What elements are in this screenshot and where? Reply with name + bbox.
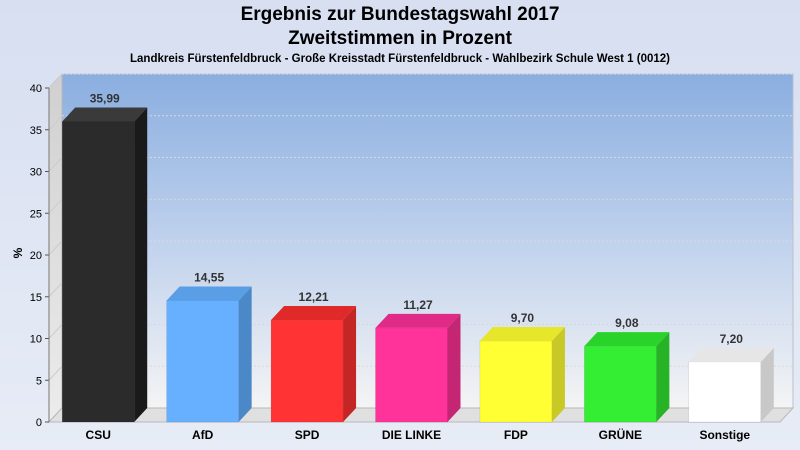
x-tick-label: AfD	[192, 428, 214, 442]
gridline-side	[48, 324, 63, 339]
y-tick-label: 25	[30, 208, 42, 220]
bar-top	[584, 332, 670, 347]
gridline-side	[48, 115, 63, 131]
bar-front	[375, 327, 448, 423]
bar-side	[447, 313, 461, 422]
bar-value-label: 9,08	[615, 316, 639, 330]
chart-subtitle: Landkreis Fürstenfeldbruck - Große Kreis…	[130, 53, 670, 65]
bar-front	[166, 300, 239, 423]
y-tick-label: 5	[36, 375, 42, 387]
bar-value-label: 9,70	[511, 311, 535, 325]
bar-value-label: 12,21	[299, 290, 329, 304]
bar	[375, 313, 461, 423]
bar-side	[656, 332, 670, 422]
gridline-side	[48, 282, 63, 298]
y-tick-label: 35	[30, 125, 42, 137]
bar-front	[584, 345, 657, 423]
bar-side	[343, 306, 357, 422]
x-tick-label: FDP	[504, 428, 528, 442]
x-tick-label: CSU	[86, 428, 111, 442]
bar-top	[271, 306, 357, 321]
y-tick-label: 20	[30, 250, 42, 262]
bar-side	[760, 347, 774, 422]
y-tick-label: 10	[30, 334, 42, 346]
bar-top	[375, 313, 461, 328]
bar-front	[688, 361, 762, 423]
bar-front	[270, 319, 344, 423]
bar-value-label: 35,99	[90, 91, 120, 105]
bar	[584, 332, 670, 423]
chart-title-line1: Ergebnis zur Bundestagswahl 2017	[240, 4, 560, 25]
y-tick-label: 15	[30, 292, 42, 304]
gridline-side	[48, 157, 63, 172]
x-tick-label: Sonstige	[699, 428, 750, 442]
y-tick-label: 30	[30, 167, 42, 179]
gridline-side	[48, 365, 63, 381]
bar-top	[166, 286, 252, 301]
x-tick-label: DIE LINKE	[382, 428, 441, 442]
bar	[688, 347, 774, 423]
y-tick-label: 0	[36, 417, 42, 429]
bar-side	[551, 327, 565, 422]
bar-front	[479, 340, 553, 423]
bar-top	[62, 107, 148, 122]
bar-value-label: 14,55	[194, 271, 224, 285]
bar-front	[61, 121, 135, 423]
bar	[479, 327, 565, 423]
labels-group: 0 5 10 15 20 25 30 35 40% 35,99 CSU 14,55 AfD 12,21 SP…	[11, 83, 750, 442]
bar	[61, 107, 148, 423]
bar-value-label: 11,27	[403, 298, 433, 312]
y-tick-label: 40	[30, 83, 42, 95]
bar	[166, 286, 252, 423]
gridline-side	[48, 240, 63, 256]
gridline-side	[48, 198, 63, 214]
bar-side	[134, 107, 148, 423]
chart-titles: Ergebnis zur Bundestagswahl 2017 Zweitst…	[0, 0, 800, 65]
x-tick-label: SPD	[295, 428, 320, 442]
x-tick-label: GRÜNE	[599, 427, 642, 442]
y-axis-label: %	[11, 247, 25, 258]
bar-side	[238, 286, 252, 422]
bar	[270, 306, 357, 423]
bars-group	[61, 107, 774, 423]
bar-top	[688, 347, 774, 362]
bar-top	[479, 327, 565, 342]
chart-title-line2: Zweitstimmen in Prozent	[288, 28, 512, 49]
gridline-side	[48, 73, 63, 89]
bar-value-label: 7,20	[720, 332, 744, 346]
